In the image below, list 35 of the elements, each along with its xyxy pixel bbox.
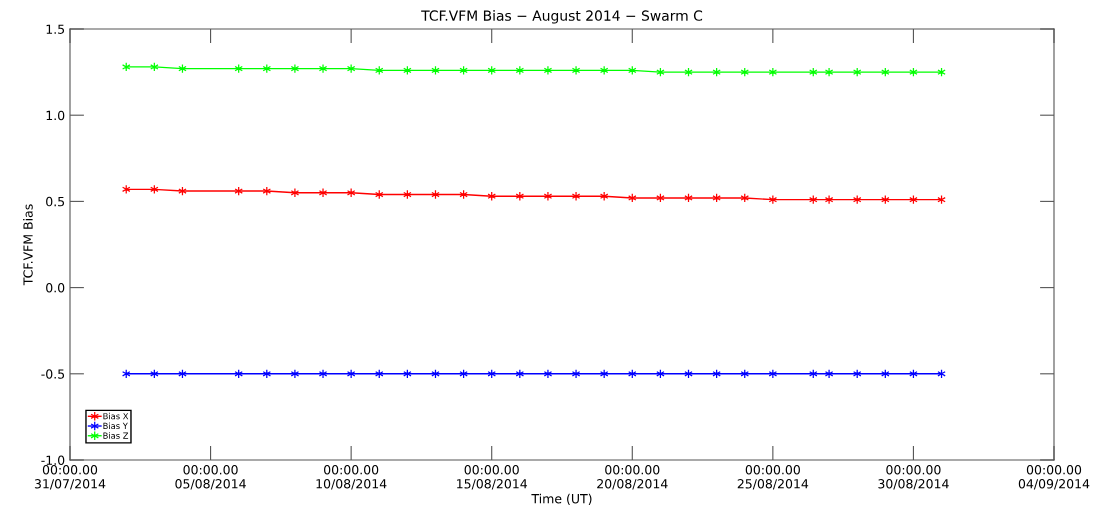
y-tick-label: -0.5 — [41, 369, 65, 379]
point — [543, 369, 553, 379]
y-axis-title: TCF.VFM Bias — [23, 204, 33, 286]
point — [318, 369, 328, 379]
point — [571, 65, 581, 76]
legend-label: Bias Y — [103, 422, 128, 430]
point — [290, 63, 300, 74]
y-tick-label: 0.0 — [46, 283, 65, 293]
point — [571, 369, 581, 379]
x-tick-label: 00:00.00 25/08/2014 — [737, 465, 809, 490]
point — [543, 191, 553, 202]
point — [318, 187, 328, 198]
y-tick-label: 1.5 — [46, 24, 65, 34]
x-tick-label: 00:00.00 15/08/2014 — [457, 465, 528, 490]
legend-label: Bias X — [103, 412, 129, 420]
x-tick-label: 00:00.00 05/08/2014 — [175, 465, 246, 490]
point — [824, 67, 834, 77]
point — [318, 63, 328, 74]
point — [824, 369, 834, 379]
x-axis-title: Time (UT) — [531, 493, 592, 505]
y-tick-label: 0.5 — [46, 196, 65, 207]
y-tick-label: 1.0 — [46, 110, 65, 121]
point — [824, 194, 834, 205]
point — [290, 187, 300, 198]
x-tick-label: 00:00.00 30/08/2014 — [878, 465, 949, 490]
point — [543, 65, 553, 76]
x-tick-label: 00:00.00 31/07/2014 — [34, 465, 106, 490]
x-tick-label: 00:00.00 04/09/2014 — [1018, 465, 1090, 490]
x-tick-label: 00:00.00 20/08/2014 — [597, 465, 668, 490]
chart-title: TCF.VFM Bias − August 2014 − Swarm C — [421, 10, 703, 24]
point — [290, 369, 300, 379]
point — [571, 191, 581, 202]
x-tick-label: 00:00.00 10/08/2014 — [316, 465, 387, 490]
legend-label: Bias Z — [103, 432, 129, 439]
y-tick-label: -1.0 — [41, 455, 65, 465]
